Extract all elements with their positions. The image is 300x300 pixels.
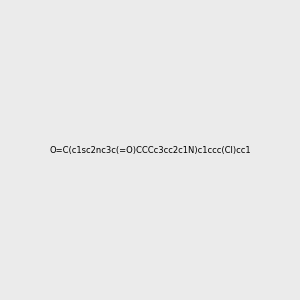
Text: O=C(c1sc2nc3c(=O)CCCc3cc2c1N)c1ccc(Cl)cc1: O=C(c1sc2nc3c(=O)CCCc3cc2c1N)c1ccc(Cl)cc… <box>49 146 251 154</box>
